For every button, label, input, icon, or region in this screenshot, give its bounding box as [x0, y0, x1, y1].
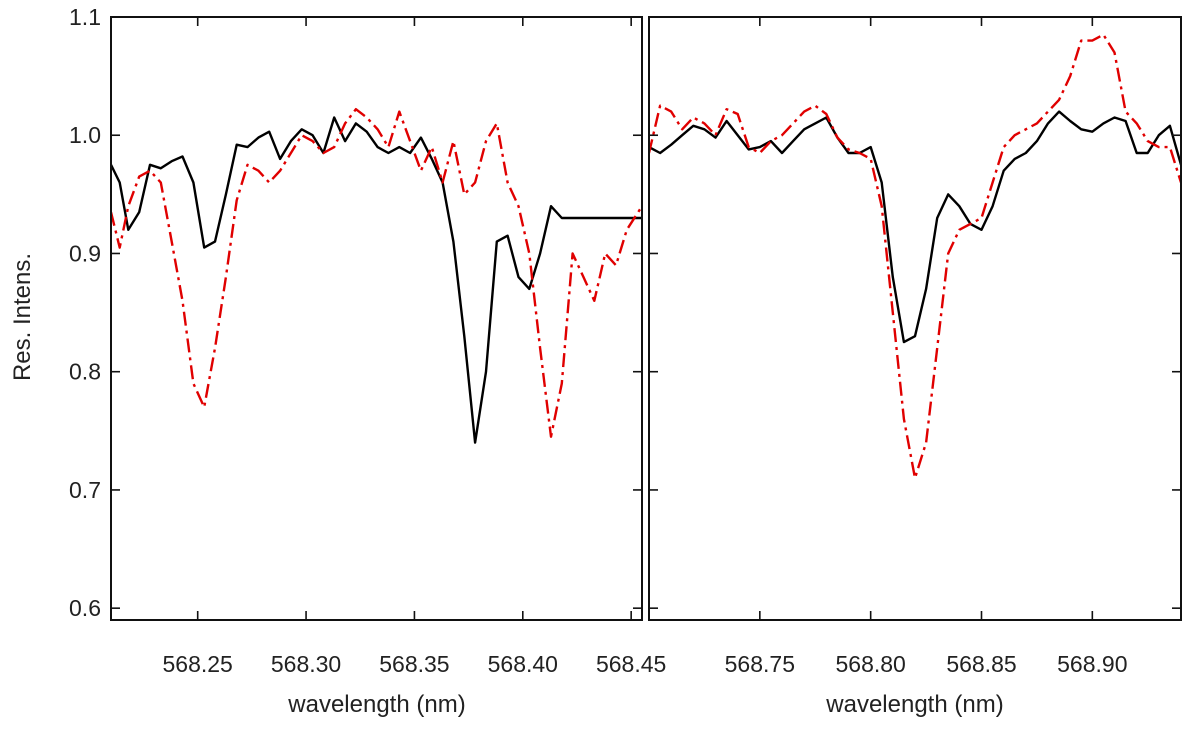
x-tick-label: 568.85	[946, 651, 1016, 677]
x-tick-label: 568.30	[271, 651, 341, 677]
x-tick-label: 568.40	[488, 651, 558, 677]
left-panel-series-dashdot-line	[111, 107, 642, 438]
right-panel-frame	[648, 16, 1182, 621]
y-tick-label: 0.9	[69, 240, 101, 266]
x-tick-label: 568.90	[1057, 651, 1127, 677]
right-panel-series-solid-line	[649, 110, 1181, 344]
y-tick-label: 1.1	[69, 4, 101, 30]
y-tick-label: 0.6	[69, 595, 101, 621]
x-tick-label: 568.35	[379, 651, 449, 677]
x-tick-label: 568.80	[835, 651, 905, 677]
y-tick-label: 0.7	[69, 477, 101, 503]
right-panel-series-dashdot-line	[649, 33, 1181, 480]
y-axis-label: Res. Intens.	[9, 253, 36, 381]
right-x-axis-label: wavelength (nm)	[825, 691, 1003, 718]
x-tick-label: 568.75	[725, 651, 795, 677]
y-tick-label: 1.0	[69, 122, 101, 148]
x-tick-label: 568.25	[163, 651, 233, 677]
left-x-axis-label: wavelength (nm)	[287, 691, 465, 718]
y-tick-label: 0.8	[69, 359, 101, 385]
left-panel-frame	[110, 16, 643, 621]
x-tick-label: 568.45	[596, 651, 666, 677]
left-panel-series-solid-line	[111, 116, 642, 444]
